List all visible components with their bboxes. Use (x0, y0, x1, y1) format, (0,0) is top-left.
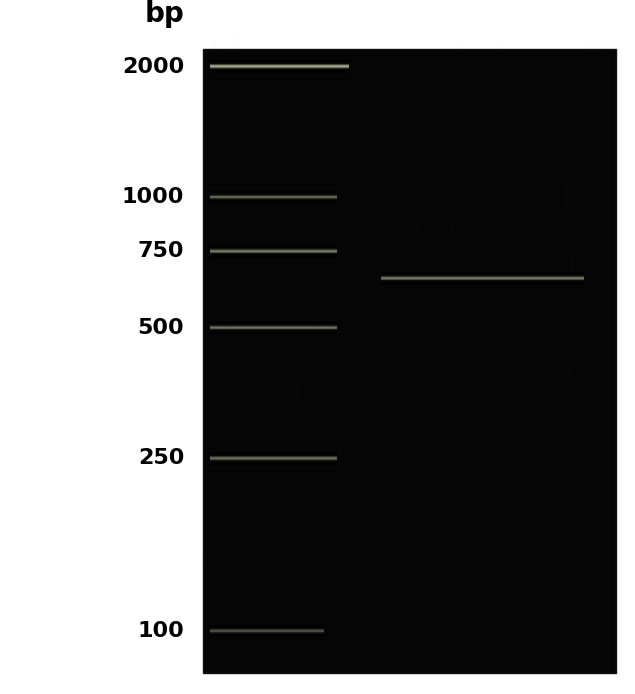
Bar (451, 223, 453, 231)
Bar (521, 610, 523, 627)
Bar (419, 398, 420, 406)
Bar (230, 46, 231, 81)
Bar (521, 514, 522, 539)
Bar (338, 182, 339, 207)
Bar (240, 543, 241, 551)
Bar (570, 368, 571, 378)
Bar (591, 91, 592, 115)
Bar (503, 81, 504, 113)
Bar (321, 626, 322, 650)
Bar (565, 184, 566, 210)
Bar (241, 135, 242, 151)
Bar (225, 319, 226, 341)
Bar (559, 268, 561, 284)
Bar (518, 294, 519, 323)
Bar (590, 216, 591, 239)
Bar (422, 513, 423, 522)
Bar (267, 567, 269, 576)
Bar (481, 184, 482, 198)
Bar (216, 260, 217, 276)
Bar (601, 126, 602, 140)
Bar (331, 443, 333, 470)
Bar (417, 217, 418, 234)
Bar (561, 82, 563, 103)
Bar (263, 333, 264, 367)
Bar (224, 467, 225, 499)
Bar (355, 254, 356, 278)
Bar (468, 609, 469, 620)
Text: bp: bp (144, 0, 184, 28)
Text: 100: 100 (137, 621, 184, 641)
Bar (442, 631, 443, 651)
Bar (531, 485, 533, 504)
Bar (329, 326, 330, 346)
Bar (456, 571, 457, 586)
Bar (344, 570, 345, 602)
Bar (203, 49, 616, 673)
Bar (554, 464, 556, 475)
Bar (429, 524, 430, 558)
Bar (234, 28, 235, 57)
Bar (321, 296, 323, 304)
Bar (312, 486, 314, 520)
Bar (372, 554, 373, 565)
Bar (472, 507, 474, 533)
Bar (453, 658, 455, 668)
Bar (587, 144, 588, 169)
Bar (210, 74, 211, 94)
Bar (329, 586, 330, 612)
Bar (533, 241, 534, 267)
Bar (391, 170, 392, 183)
Bar (310, 244, 311, 260)
Bar (578, 499, 579, 518)
Text: 1000: 1000 (122, 187, 184, 208)
Bar (213, 42, 215, 72)
Bar (358, 52, 359, 79)
Bar (543, 438, 544, 448)
Bar (441, 353, 443, 366)
Bar (298, 610, 299, 625)
Bar (448, 620, 449, 644)
Bar (253, 356, 255, 364)
Text: 2000: 2000 (122, 56, 184, 76)
Bar (547, 529, 548, 541)
Bar (591, 45, 592, 77)
Bar (352, 460, 353, 490)
Text: 500: 500 (138, 318, 184, 338)
Bar (220, 278, 222, 304)
Bar (319, 323, 321, 335)
Bar (206, 137, 207, 164)
Bar (205, 550, 206, 573)
Bar (206, 336, 208, 354)
Bar (572, 250, 573, 279)
Bar (571, 445, 572, 462)
Text: 750: 750 (138, 242, 184, 262)
Bar (537, 98, 538, 114)
Bar (503, 42, 504, 64)
Bar (364, 474, 365, 504)
Bar (488, 398, 490, 432)
Bar (253, 429, 254, 462)
Text: 250: 250 (138, 448, 184, 468)
Bar (319, 633, 321, 658)
Bar (415, 507, 416, 532)
Bar (457, 44, 458, 55)
Bar (474, 309, 476, 319)
Bar (297, 377, 298, 407)
Bar (310, 231, 311, 261)
Bar (575, 262, 576, 278)
Bar (535, 525, 536, 557)
Bar (601, 496, 602, 516)
